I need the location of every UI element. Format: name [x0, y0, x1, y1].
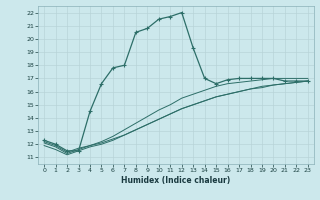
X-axis label: Humidex (Indice chaleur): Humidex (Indice chaleur): [121, 176, 231, 185]
